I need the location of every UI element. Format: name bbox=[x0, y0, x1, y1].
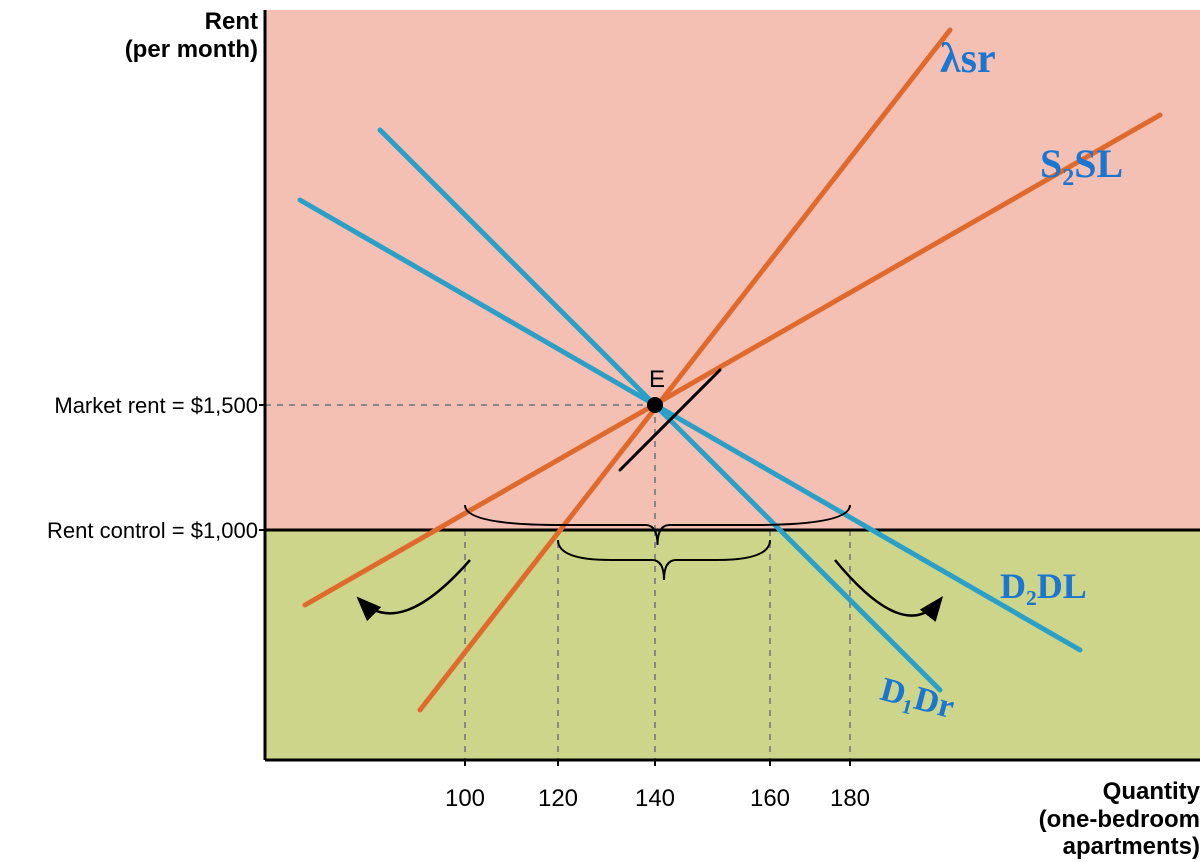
x-tick-160: 160 bbox=[750, 785, 790, 813]
hand-label-ssl: S₂SL bbox=[1040, 140, 1123, 187]
econ-chart: E bbox=[0, 0, 1200, 862]
y-axis-title: Rent (per month) bbox=[0, 8, 258, 63]
x-tick-120: 120 bbox=[538, 785, 578, 813]
x-tick-180: 180 bbox=[830, 785, 870, 813]
x-tick-140: 140 bbox=[635, 785, 675, 813]
x-axis-title: Quantity (one-bedroom apartments) bbox=[980, 778, 1200, 861]
hand-label-ssr: λsr bbox=[940, 35, 996, 83]
hand-label-d2dl: D₂DL bbox=[1000, 565, 1087, 607]
x-tick-100: 100 bbox=[445, 785, 485, 813]
svg-text:E: E bbox=[649, 366, 665, 393]
y-label-rent-control: Rent control = $1,000 bbox=[0, 518, 258, 544]
y-label-market-rent: Market rent = $1,500 bbox=[0, 393, 258, 419]
